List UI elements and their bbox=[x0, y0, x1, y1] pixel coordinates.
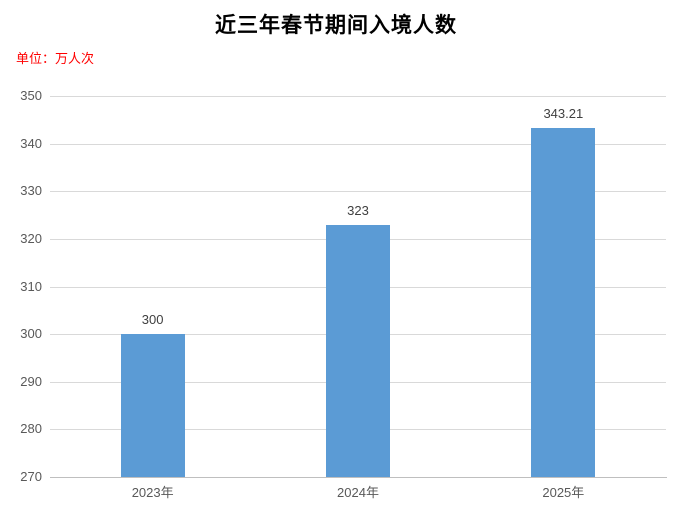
y-axis-tick-label: 310 bbox=[20, 278, 42, 294]
gridline bbox=[50, 191, 666, 193]
unit-label: 单位：万人次 bbox=[16, 51, 95, 66]
gridline bbox=[50, 96, 666, 97]
x-axis-category-label: 2024年 bbox=[337, 485, 379, 500]
x-axis-category-label: 2023年 bbox=[131, 485, 174, 500]
y-axis-tick-label: 300 bbox=[20, 326, 42, 342]
x-axis-line bbox=[50, 477, 667, 478]
y-axis-tick-label: 330 bbox=[20, 183, 42, 199]
y-axis-tick-label: 320 bbox=[20, 230, 42, 246]
bar-value-label: 300 bbox=[141, 312, 164, 328]
bar bbox=[326, 224, 390, 477]
bar-value-label: 343.21 bbox=[543, 106, 584, 122]
x-axis-category-label: 2025年 bbox=[542, 485, 585, 500]
y-axis-tick-label: 340 bbox=[20, 135, 42, 151]
y-axis-tick-label: 290 bbox=[20, 373, 42, 389]
y-axis-tick-label: 280 bbox=[20, 421, 42, 437]
gridline bbox=[50, 143, 666, 145]
y-axis-tick-label: 270 bbox=[20, 469, 42, 484]
bar-value-label: 323 bbox=[347, 202, 369, 218]
y-axis-tick-label: 350 bbox=[20, 88, 42, 103]
bar bbox=[531, 128, 596, 477]
chart-title: 近三年春节期间入境人数 bbox=[215, 13, 457, 37]
bar bbox=[120, 334, 185, 477]
